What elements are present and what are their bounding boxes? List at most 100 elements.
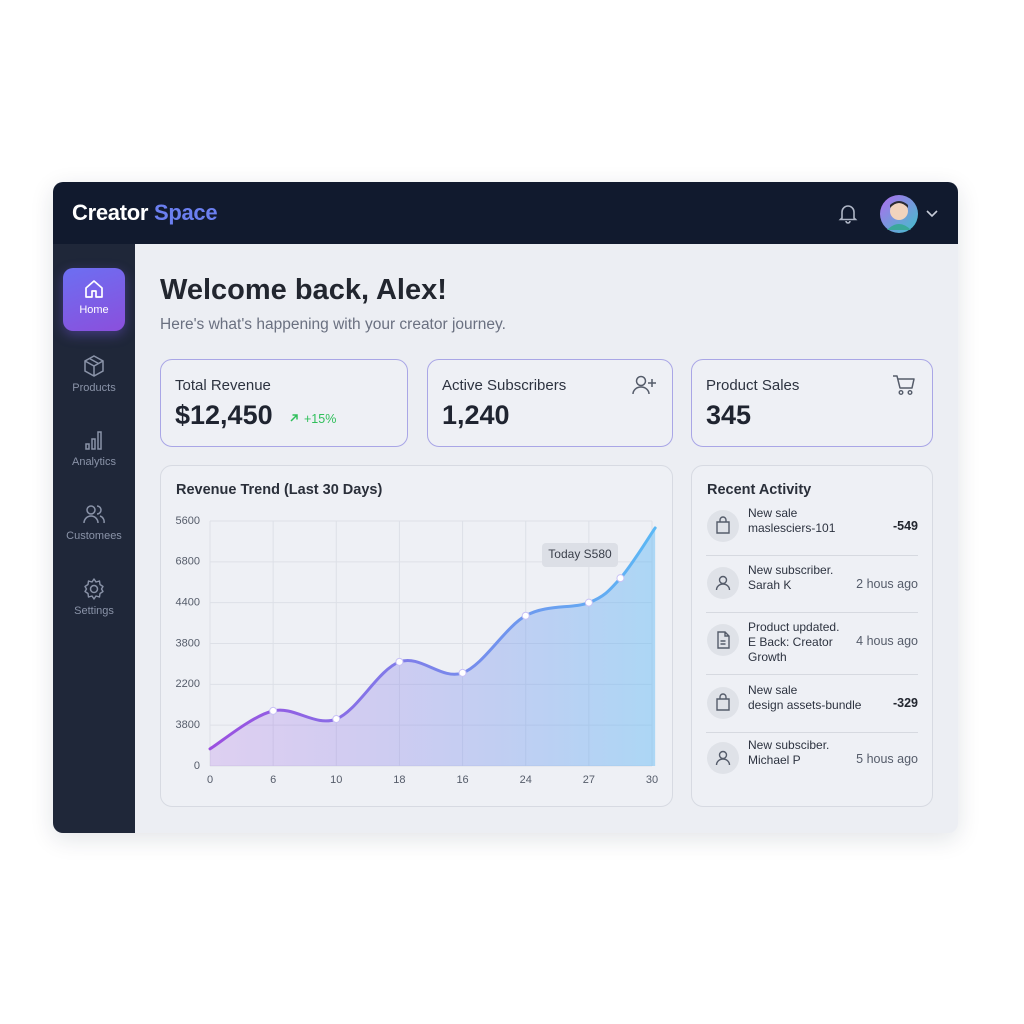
chart-card: Revenue Trend (Last 30 Days) 0 3800 2200 38… <box>160 465 673 807</box>
activity-text: New sale maslesciers-101 <box>748 506 868 536</box>
brand: Creator Space <box>72 200 218 226</box>
users-icon <box>83 505 105 524</box>
activity-item[interactable]: New sale design assets-bundle -329 <box>706 676 918 733</box>
activity-text: New sale design assets-bundle <box>748 683 868 713</box>
activity-event: New subsciber. <box>748 738 830 752</box>
activity-icon <box>707 742 739 774</box>
cart-icon <box>893 375 915 396</box>
point <box>521 611 530 620</box>
activity-detail: design assets-bundle <box>748 698 862 712</box>
nav-label: Customees <box>66 530 122 542</box>
x-tick-label: 6 <box>270 774 276 786</box>
brand-second: Space <box>153 200 218 225</box>
nav-label: Products <box>72 382 116 394</box>
activity-event: New sale <box>748 683 798 697</box>
activity-event: Product updated. <box>748 620 840 634</box>
stat-label: Active Subscribers <box>442 377 567 394</box>
point <box>395 657 404 666</box>
add-user-icon <box>632 375 656 395</box>
stat-card: Total Revenue $12,450 +15% <box>160 359 408 447</box>
activity-icon <box>707 624 739 656</box>
chart-title: Revenue Trend (Last 30 Days) <box>176 482 382 498</box>
x-tick-label: 30 <box>646 774 658 786</box>
stat-value: $12,450 <box>175 400 273 430</box>
activity-event: New subscriber. <box>748 563 834 577</box>
activity-icon <box>707 687 739 719</box>
stat-value: 345 <box>706 400 752 430</box>
tooltip: Today S580 <box>542 543 618 567</box>
area <box>210 527 656 766</box>
point <box>584 598 593 607</box>
activity-meta: 2 hous ago <box>856 577 918 591</box>
nav-analytics[interactable]: Analytics <box>63 428 125 468</box>
activity-detail: Michael P <box>748 753 801 767</box>
activity-detail: Sarah K <box>748 578 792 592</box>
divider <box>706 732 918 733</box>
y-tick-label: 3800 <box>176 719 200 731</box>
activity-meta: -329 <box>892 696 918 710</box>
tooltip-box <box>542 543 618 567</box>
stat-card: Product Sales 345 <box>691 359 933 447</box>
activity-item[interactable]: New sale maslesciers-101 -549 <box>706 499 918 556</box>
x-tick-label: 24 <box>520 774 532 786</box>
x-tick-label: 16 <box>456 774 468 786</box>
x-tick-label: 27 <box>583 774 595 786</box>
nav-home[interactable]: Home <box>63 268 125 331</box>
stat-label: Total Revenue <box>175 377 271 394</box>
y-tick-label: 5600 <box>176 515 200 527</box>
chevron-down[interactable] <box>926 209 938 219</box>
divider <box>706 674 918 675</box>
nav-label: Home <box>79 304 109 316</box>
point <box>332 715 341 724</box>
x-tick-label: 0 <box>207 774 213 786</box>
box-icon <box>84 355 104 377</box>
avatar[interactable] <box>879 194 919 234</box>
activity-meta: 4 hous ago <box>856 634 918 648</box>
activity-item[interactable]: New subsciber. Michael P 5 hous ago <box>706 731 918 787</box>
top-bar: Creator Space <box>53 182 958 244</box>
app-window: Creator Space Home Products Analytics Cu… <box>53 182 958 833</box>
divider <box>706 612 918 613</box>
point <box>458 668 467 677</box>
nav-products[interactable]: Products <box>63 354 125 394</box>
nav-label: Settings <box>74 605 114 617</box>
activity-meta: 5 hous ago <box>856 752 918 766</box>
stat-change: +15% <box>304 412 337 426</box>
activity-card: Recent Activity New sale maslesciers-101-… <box>691 465 933 807</box>
brand-first: Creator <box>72 200 149 225</box>
home-icon <box>85 280 103 298</box>
tooltip-text: Today S580 <box>548 547 612 561</box>
y-tick-label: 0 <box>194 760 200 772</box>
activity-icon <box>707 567 739 599</box>
x-tick-label: 10 <box>330 774 342 786</box>
activity-icon <box>707 510 739 542</box>
point <box>269 706 278 715</box>
activity-detail: maslesciers-101 <box>748 521 836 535</box>
bell-icon[interactable] <box>837 202 859 224</box>
divider <box>706 555 918 556</box>
nav-settings[interactable]: Settings <box>63 577 125 617</box>
activity-meta: -549 <box>892 519 918 533</box>
gear-icon <box>84 578 104 600</box>
y-tick-label: 3800 <box>176 637 200 649</box>
y-tick-label: 4400 <box>176 597 200 609</box>
welcome-title: Welcome back, Alex! <box>160 274 447 306</box>
y-tick-label: 6800 <box>176 556 200 568</box>
analytics-icon <box>85 431 102 450</box>
activity-item[interactable]: Product updated. E Back: Creator Growth 4 … <box>706 613 918 675</box>
up-arrow <box>290 414 298 422</box>
activity-event: New sale <box>748 506 798 520</box>
chart: Revenue Trend (Last 30 Days) 0 3800 2200 38… <box>176 482 659 786</box>
stat-value: 1,240 <box>442 400 510 430</box>
activity-text: New subscriber. Sarah K <box>748 563 868 593</box>
nav-customers[interactable]: Customees <box>63 502 125 542</box>
nav-label: Analytics <box>71 456 117 468</box>
y-tick-label: 2200 <box>176 678 200 690</box>
activity-title: Recent Activity <box>707 482 812 498</box>
stat-card: Active Subscribers 1,240 <box>427 359 673 447</box>
sidebar: Home Products Analytics Customees Settin… <box>53 244 135 833</box>
x-tick-label: 18 <box>393 774 405 786</box>
